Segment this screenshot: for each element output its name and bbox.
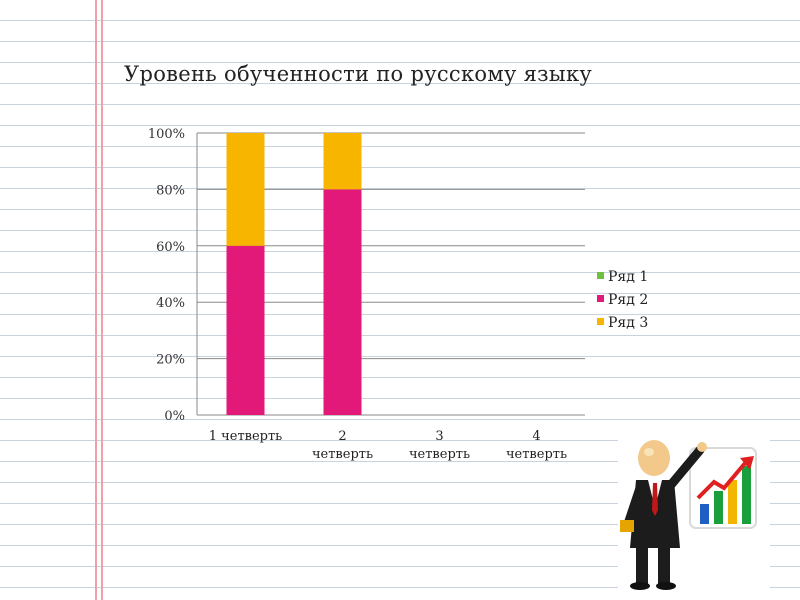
- y-tick-label: 60%: [156, 240, 185, 255]
- growth-bar-2: [714, 491, 723, 524]
- notebook-margin-line-right: [101, 0, 103, 600]
- y-tick-label: 0%: [164, 409, 185, 424]
- y-tick-label: 20%: [156, 353, 185, 368]
- legend-label: Ряд 2: [608, 292, 648, 308]
- y-tick-label: 40%: [156, 296, 185, 311]
- x-tick-label: четверть: [506, 447, 567, 462]
- growth-bar-1: [700, 504, 709, 524]
- x-tick-label: 4: [532, 429, 540, 444]
- legend-swatch: [597, 295, 604, 302]
- legend-label: Ряд 3: [608, 315, 648, 331]
- legend-swatch: [597, 318, 604, 325]
- y-tick-label: 100%: [148, 127, 185, 142]
- growth-arrow-line: [696, 460, 748, 500]
- legend-swatch: [597, 272, 604, 279]
- x-tick-label: 3: [435, 429, 443, 444]
- bar-segment: [226, 245, 265, 415]
- legend-label: Ряд 1: [608, 269, 648, 285]
- bar-segment: [323, 189, 362, 415]
- y-tick-label: 80%: [156, 183, 185, 198]
- growth-bar-4: [742, 466, 751, 524]
- x-tick-label: четверть: [312, 447, 373, 462]
- bar-segment: [226, 133, 265, 246]
- growth-chart-icon: [689, 447, 757, 529]
- x-tick-label: 1 четверть: [209, 429, 283, 444]
- notebook-margin-line-left: [95, 0, 97, 600]
- growth-arrow-head: [740, 456, 754, 470]
- x-tick-label: четверть: [409, 447, 470, 462]
- x-tick-label: 2: [338, 429, 346, 444]
- bar-segment: [323, 133, 362, 190]
- businessman-presenting-growth-chart-icon: [618, 428, 770, 596]
- growth-bar-3: [728, 480, 737, 524]
- chart-title: Уровень обученности по русскому языку: [124, 62, 593, 86]
- businessman-figure: [620, 440, 707, 590]
